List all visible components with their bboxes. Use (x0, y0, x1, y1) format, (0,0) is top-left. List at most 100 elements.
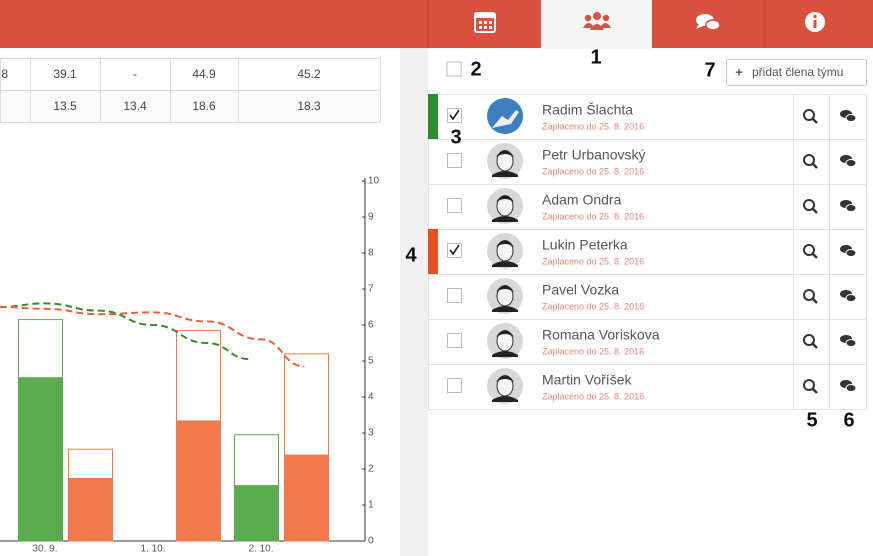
add-member-button[interactable]: + přidat člena týmu (726, 59, 867, 86)
table-cell (238, 90, 381, 123)
actual-bar (68, 478, 113, 541)
member-paid: Zaplaceno do 25. 8. 2016 (542, 211, 644, 221)
checkbox[interactable] (447, 198, 462, 213)
message-button[interactable] (840, 380, 857, 392)
table-cell-text: - (133, 67, 137, 81)
message-button[interactable] (840, 335, 857, 347)
search-lens (803, 334, 815, 346)
search-lens (803, 109, 815, 121)
search-button[interactable] (803, 334, 818, 349)
y-tick-label: 10 (368, 176, 380, 187)
plus: + (735, 64, 743, 79)
member-row[interactable]: Martin Voříšek Zaplaceno do 25. 8. 2016 (428, 364, 867, 410)
member-paid: Zaplaceno do 25. 8. 2016 (542, 391, 644, 401)
checkbox[interactable] (447, 333, 462, 348)
x-tick-label: 1. 10. (140, 544, 165, 555)
bubble (845, 159, 857, 167)
table-cell (30, 90, 101, 123)
table-cell (0, 90, 31, 123)
avatar-figure (492, 110, 519, 128)
checkbox[interactable] (447, 378, 462, 393)
team-tab-icon[interactable] (583, 12, 611, 30)
member-row[interactable]: Romana Voriskova Zaplaceno do 25. 8. 2016 (428, 319, 867, 365)
y-tick-label: 5 (368, 356, 374, 367)
avatar-hair (496, 375, 514, 382)
search-button[interactable] (803, 244, 818, 259)
avatar-shirt (492, 306, 518, 312)
annotation: 1 (590, 46, 601, 68)
search-handle (812, 388, 818, 394)
annotation: 3 (450, 126, 461, 148)
y-tick-label: 0 (368, 536, 374, 547)
checkbox[interactable] (447, 288, 462, 303)
y-tick-label: 8 (368, 248, 374, 259)
member-name: Romana Voriskova (542, 327, 660, 343)
search-button[interactable] (803, 154, 818, 169)
member-row[interactable]: Petr Urbanovský Zaplaceno do 25. 8. 2016 (428, 139, 867, 185)
annotation: 5 (806, 409, 817, 431)
info-tab[interactable] (805, 12, 825, 32)
search-handle (812, 298, 818, 304)
search-handle (812, 163, 818, 169)
avatar-shirt (492, 396, 518, 402)
search-handle (812, 118, 818, 124)
member-name: Martin Voříšek (542, 372, 632, 388)
y-tick-label: 4 (368, 392, 374, 403)
member-name: Adam Ondra (542, 192, 622, 208)
table-cell-text: 45.2 (297, 67, 321, 81)
member-name: Pavel Vozka (542, 282, 619, 298)
member-row[interactable]: Radim Šlachta Zaplaceno do 25. 8. 2016 (428, 94, 867, 140)
chat-tab[interactable] (696, 14, 721, 31)
trend-line (0, 306, 305, 368)
status-indicator (428, 94, 438, 139)
avatar-shirt (492, 171, 518, 177)
bubble (845, 249, 857, 257)
table-cell-text: 18.3 (297, 99, 321, 113)
table-cell-text: 13.4 (123, 99, 147, 113)
member-row[interactable]: Adam Ondra Zaplaceno do 25. 8. 2016 (428, 184, 867, 230)
checkmark (449, 109, 460, 121)
member-row[interactable]: Pavel Vozka Zaplaceno do 25. 8. 2016 (428, 274, 867, 320)
y-tick-label: 6 (368, 320, 374, 331)
message-button[interactable] (840, 110, 857, 122)
avatar-hair (496, 195, 514, 202)
member-name: Radim Šlachta (542, 102, 633, 118)
actual-bar (284, 454, 329, 541)
avatar-hair (496, 330, 514, 337)
y-tick-label: 7 (368, 284, 374, 295)
message-button[interactable] (840, 155, 857, 167)
table-cell-text: 39.1 (53, 67, 77, 81)
checkbox[interactable] (447, 153, 462, 168)
avatar-hair (496, 240, 514, 247)
x-tick-label: 30. 9. (32, 544, 57, 555)
select-all[interactable] (446, 61, 462, 77)
search-lens (803, 379, 815, 391)
search-button[interactable] (803, 109, 818, 124)
search-button[interactable] (803, 199, 818, 214)
member-paid: Zaplaceno do 25. 8. 2016 (542, 256, 644, 266)
search-lens (803, 154, 815, 166)
annotation: 7 (704, 59, 715, 81)
add-member-label: přidat člena týmu (752, 65, 843, 79)
divider (400, 48, 428, 556)
table-cell (100, 90, 171, 123)
annotation: 2 (470, 58, 481, 80)
bubble (845, 339, 857, 347)
message-button[interactable] (840, 200, 857, 212)
search-button[interactable] (803, 289, 818, 304)
member-paid: Zaplaceno do 25. 8. 2016 (542, 121, 644, 131)
member-name: Petr Urbanovský (542, 147, 645, 163)
search-button[interactable] (803, 379, 818, 394)
y-tick-label: 3 (368, 428, 374, 439)
bubble (845, 384, 857, 392)
member-row[interactable]: Lukin Peterka Zaplaceno do 25. 8. 2016 (428, 229, 867, 275)
y-tick-label: 2 (368, 464, 374, 475)
calendar-tab[interactable] (474, 12, 496, 33)
message-button[interactable] (840, 290, 857, 302)
status-indicator (428, 229, 438, 274)
actual-bar (176, 420, 221, 541)
member-name: Lukin Peterka (542, 237, 628, 253)
message-button[interactable] (840, 245, 857, 257)
search-handle (812, 208, 818, 214)
